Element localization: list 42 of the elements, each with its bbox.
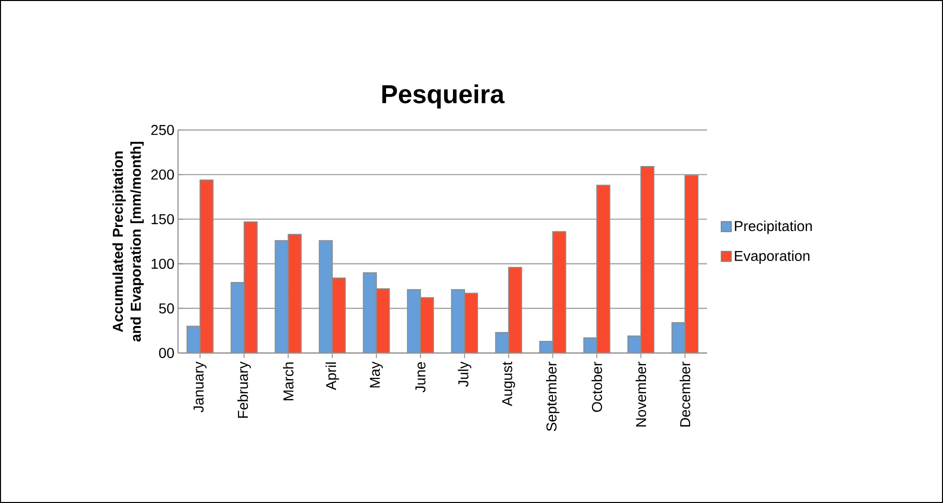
x-tick-label: March — [282, 362, 294, 400]
bar — [671, 322, 686, 353]
x-tick-label: November — [636, 362, 646, 427]
y-tick-label: 200 — [151, 170, 174, 180]
bar — [318, 240, 333, 353]
bar — [406, 289, 421, 353]
x-tick-label: April — [326, 362, 339, 390]
y-tick-label: 00 — [159, 348, 174, 358]
bar — [596, 184, 610, 353]
bar — [200, 179, 214, 353]
bar — [362, 272, 377, 353]
x-tick-label: August — [502, 362, 516, 406]
x-tick-label: October — [592, 362, 602, 412]
bar — [274, 240, 289, 353]
bar — [640, 166, 654, 353]
chart-title: Pesqueira — [382, 84, 505, 108]
y-tick-label: 50 — [159, 303, 174, 314]
bar — [451, 289, 466, 353]
bar — [288, 234, 302, 353]
bar — [684, 174, 698, 353]
x-tick-label: June — [415, 362, 426, 392]
bar — [508, 266, 522, 353]
bar — [464, 292, 478, 353]
legend-label: Evaporation — [734, 250, 810, 264]
x-tick-label: January — [194, 362, 206, 412]
x-tick-label: February — [237, 362, 251, 418]
bar — [186, 326, 201, 353]
x-tick-label: May — [370, 362, 383, 388]
y-axis-title: Accumulated Precipitation and Evaporation [mm/month] — [112, 142, 144, 342]
x-tick-label: September — [546, 362, 560, 432]
y-tick-label: 100 — [152, 258, 174, 269]
y-tick-label: 250 — [151, 124, 174, 136]
bar — [244, 221, 258, 353]
bar — [230, 282, 245, 353]
bar — [332, 278, 346, 353]
bar — [552, 231, 566, 353]
y-tick-label: 150 — [152, 214, 174, 224]
bar — [420, 297, 434, 353]
bar — [376, 288, 390, 353]
legend-label: Precipitation — [734, 220, 812, 234]
x-tick-label: July — [458, 362, 472, 387]
x-tick-label: December — [680, 362, 690, 427]
